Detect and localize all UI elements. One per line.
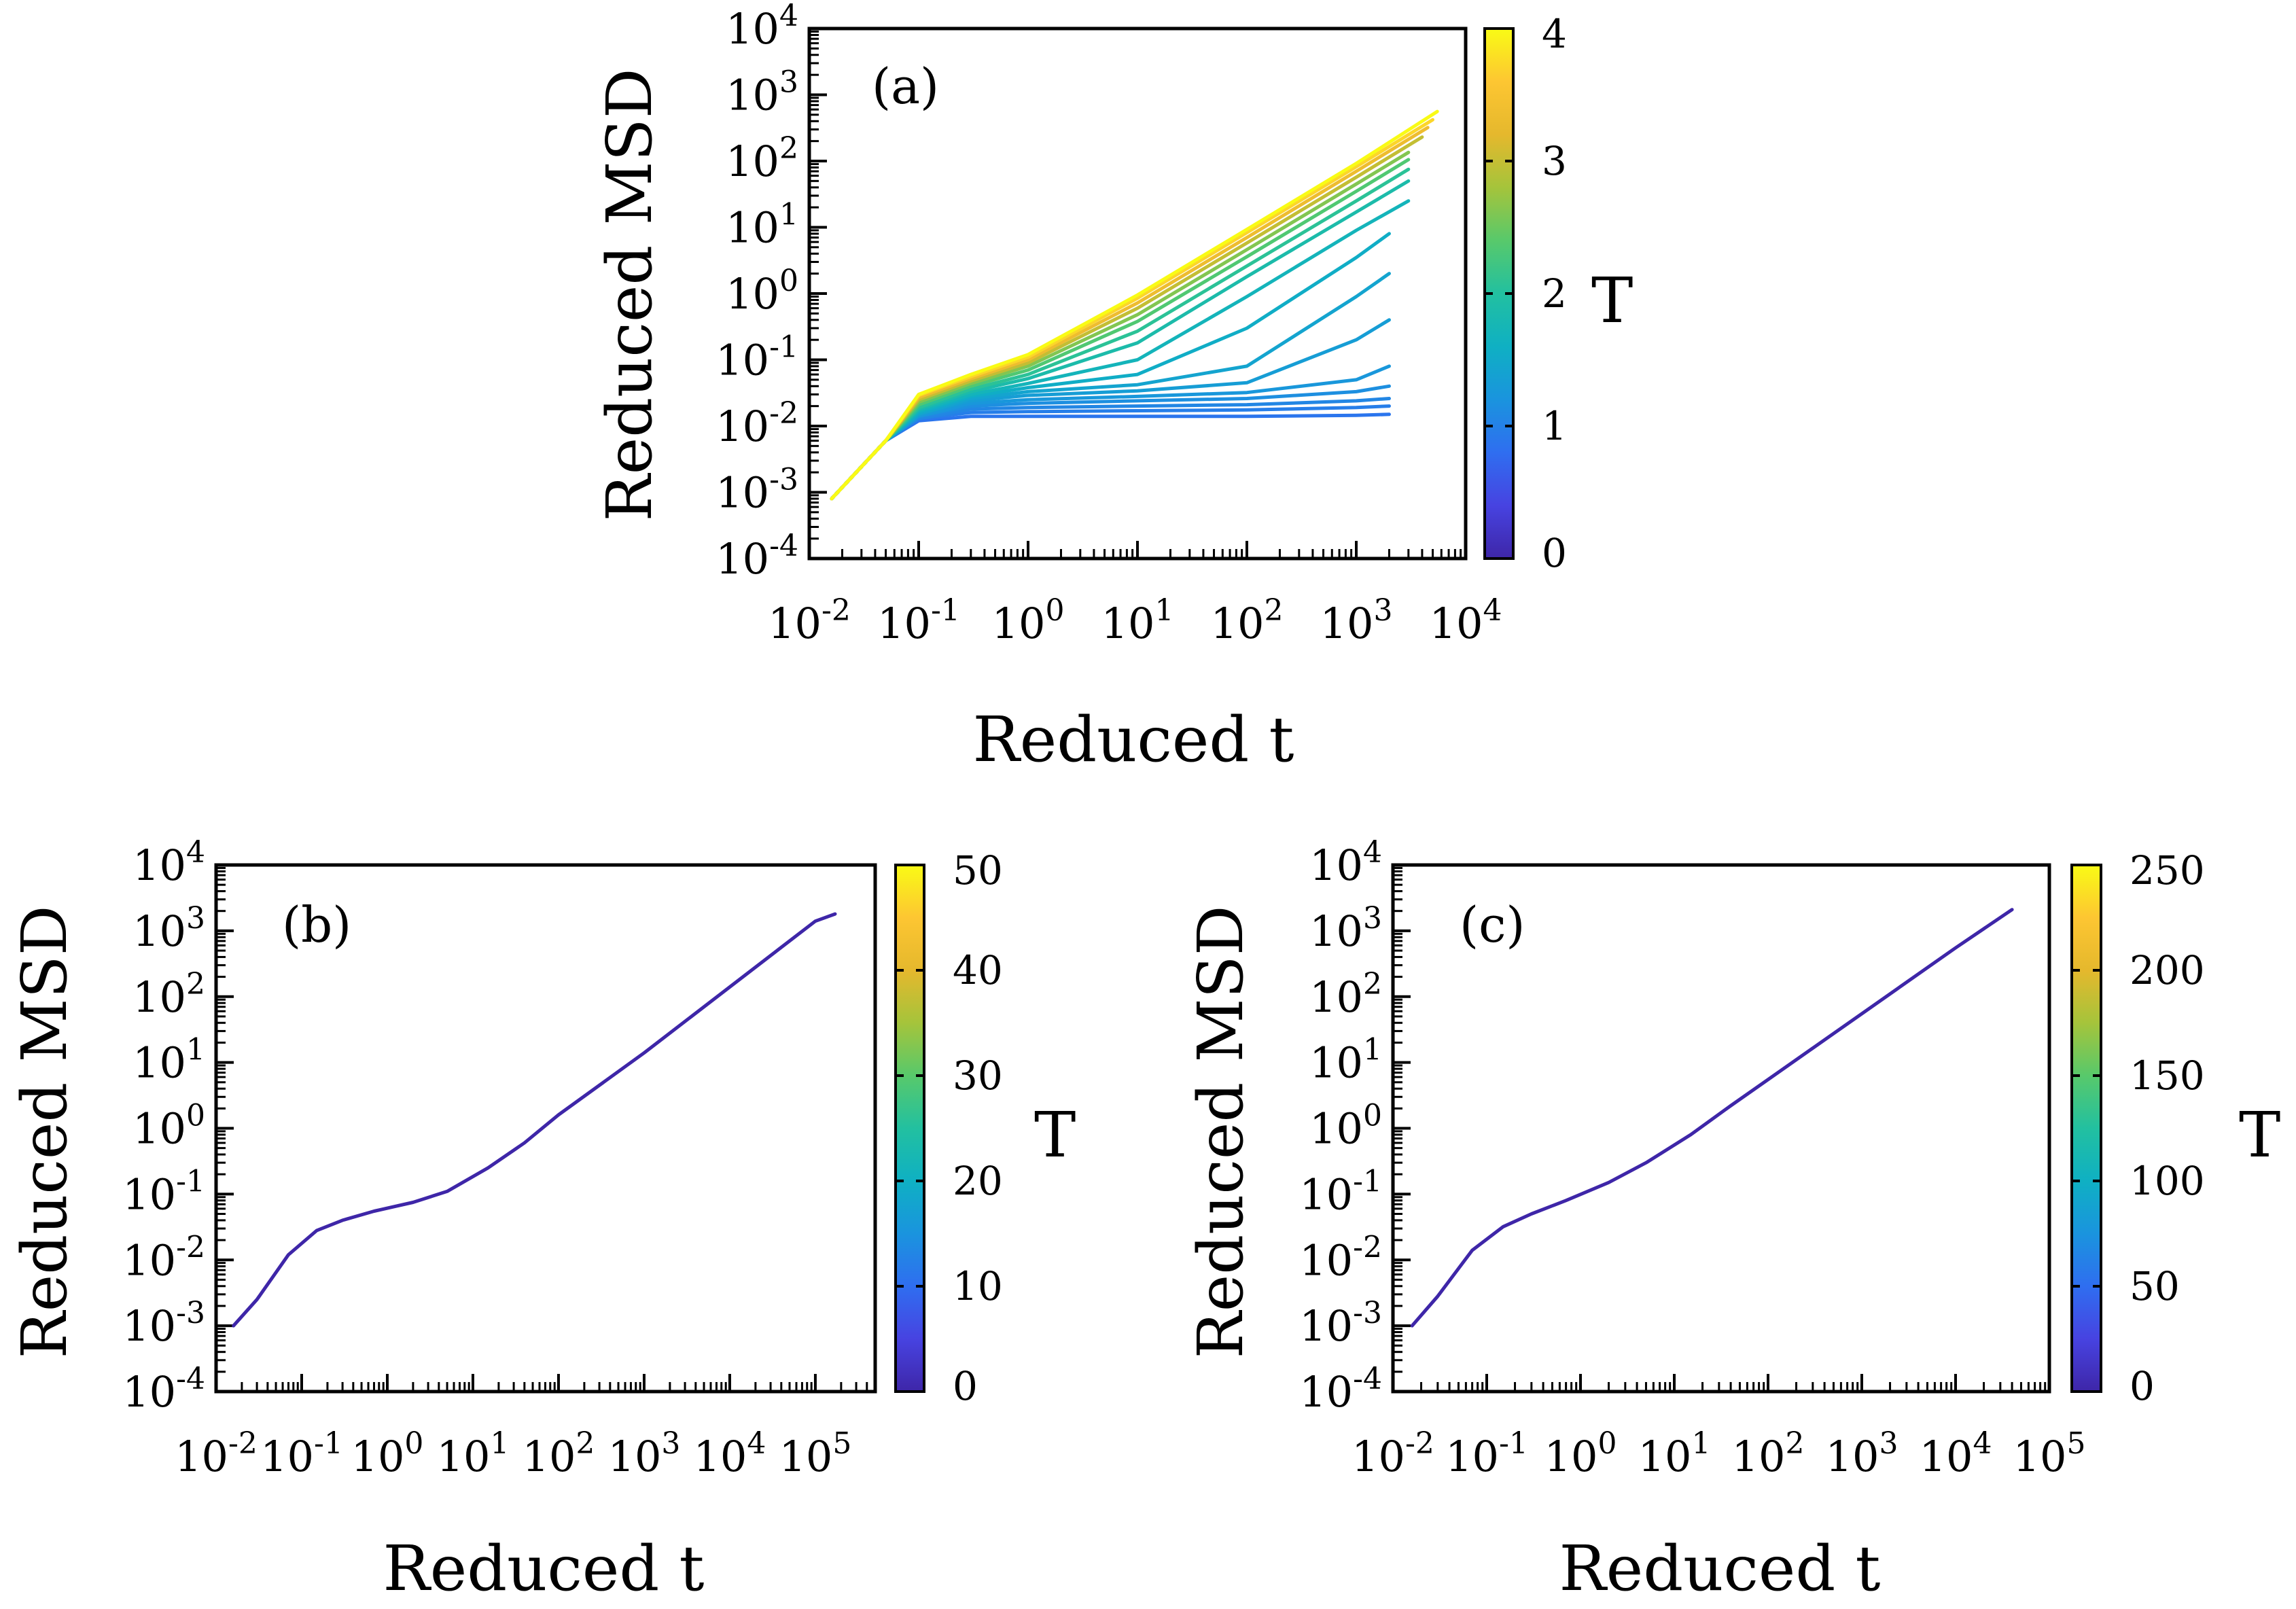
y-tick-label: 104 [133, 835, 205, 890]
panel-a-xlabel: Reduced t [973, 703, 1294, 776]
plot-frame [807, 26, 1468, 561]
colorbar-tick-label: 0 [2130, 1363, 2155, 1409]
y-tick-label: 10-1 [716, 330, 798, 385]
colorbar-tick-label: 0 [953, 1363, 978, 1409]
x-tick-label: 102 [523, 1426, 595, 1481]
colorbar-tick-label: 0 [1542, 530, 1567, 576]
x-tick-label: 102 [1732, 1426, 1805, 1481]
panel-a-ylabel: Reduced MSD [593, 69, 666, 522]
colorbar [894, 864, 925, 1393]
x-tick-label: 104 [1920, 1426, 1992, 1481]
colorbar-tick-label: 150 [2130, 1053, 2205, 1099]
colorbar-tick-label: 2 [1542, 270, 1567, 317]
panel-b: (b) Reduced t Reduced MSD T 10-2 10-1 100 1… [8, 835, 1076, 1605]
series-line [830, 109, 1439, 501]
x-tick-label: 102 [1211, 593, 1284, 648]
x-tick-label: 101 [1101, 593, 1174, 648]
colorbar-tick-label: 10 [953, 1263, 1003, 1309]
y-tick-label: 102 [133, 967, 205, 1022]
x-tick-label: 100 [1544, 1426, 1617, 1481]
x-tick-label: 103 [1320, 593, 1393, 648]
panel-a: (a) Reduced t Reduced MSD T 10-2 10-1 100 1… [593, 0, 1633, 776]
series-line [830, 158, 1411, 501]
panel-c-xlabel: Reduced t [1559, 1532, 1881, 1605]
panel-a-label: (a) [872, 58, 939, 115]
panel-a-colorbar-title: T [1591, 264, 1633, 337]
colorbar-tick-label: 20 [953, 1158, 1003, 1204]
y-tick-label: 100 [133, 1099, 205, 1154]
colorbar-tick-label: 1 [1542, 403, 1567, 449]
y-tick-label: 10-3 [1299, 1296, 1382, 1351]
y-tick-label: 103 [133, 901, 205, 956]
y-tick-label: 104 [1309, 835, 1382, 890]
y-tick-label: 101 [726, 198, 798, 253]
y-tick-label: 10-4 [716, 529, 798, 584]
colorbar-tick-label: 3 [1542, 138, 1567, 184]
colorbar-tick-label: 200 [2130, 947, 2205, 993]
y-tick-label: 10-3 [122, 1296, 205, 1351]
y-tick-label: 100 [1309, 1099, 1382, 1154]
x-tick-label: 100 [351, 1426, 424, 1481]
y-tick-label: 100 [726, 264, 798, 319]
x-tick-label: 10-1 [877, 593, 960, 648]
x-tick-label: 105 [779, 1426, 851, 1481]
y-tick-label: 101 [133, 1033, 205, 1088]
y-tick-label: 102 [1309, 967, 1382, 1022]
x-tick-label: 101 [1638, 1426, 1711, 1481]
panel-b-ylabel: Reduced MSD [8, 906, 81, 1359]
y-tick-label: 104 [726, 0, 798, 54]
colorbar-tick-label: 30 [953, 1053, 1003, 1099]
x-tick-label: 10-2 [175, 1426, 258, 1481]
panel-c-label: (c) [1460, 896, 1525, 953]
colorbar-tick-label: 250 [2130, 847, 2205, 894]
x-tick-label: 104 [1430, 593, 1502, 648]
y-tick-label: 10-4 [1299, 1362, 1382, 1417]
y-tick-label: 101 [1309, 1033, 1382, 1088]
y-tick-label: 103 [1309, 901, 1382, 956]
x-tick-label: 103 [608, 1426, 681, 1481]
panel-b-colorbar-title: T [1034, 1099, 1076, 1171]
panel-c: (c) Reduced t Reduced MSD T 10-2 10-1 100 1… [1184, 835, 2280, 1605]
y-tick-label: 10-1 [1299, 1164, 1382, 1219]
plot-frame [214, 863, 877, 1394]
plot-frame [1391, 863, 2051, 1394]
y-tick-label: 10-2 [716, 396, 798, 451]
y-tick-label: 102 [726, 131, 798, 186]
panel-b-label: (b) [282, 896, 351, 953]
x-tick-label: 105 [2013, 1426, 2086, 1481]
colorbar-tick-label: 4 [1542, 11, 1567, 57]
colorbar-tick-label: 100 [2130, 1158, 2205, 1204]
series-line [1410, 908, 2014, 1328]
series-line [830, 412, 1391, 501]
y-tick-label: 103 [726, 65, 798, 120]
x-tick-label: 101 [437, 1426, 510, 1481]
y-tick-label: 10-4 [122, 1362, 205, 1417]
series-line [232, 912, 837, 1328]
x-tick-label: 10-2 [1352, 1426, 1434, 1481]
y-tick-label: 10-2 [122, 1230, 205, 1285]
colorbar-tick-label: 40 [953, 947, 1003, 993]
x-tick-label: 10-2 [768, 593, 851, 648]
panel-c-ylabel: Reduced MSD [1184, 906, 1257, 1359]
x-tick-label: 104 [693, 1426, 766, 1481]
y-tick-label: 10-1 [122, 1164, 205, 1219]
x-tick-label: 103 [1826, 1426, 1898, 1481]
colorbar-tick-label: 50 [2130, 1263, 2180, 1309]
panel-c-colorbar-title: T [2239, 1099, 2280, 1171]
colorbar-tick-label: 50 [953, 847, 1003, 894]
series-line [830, 167, 1411, 501]
series-line [830, 150, 1411, 501]
y-tick-label: 10-3 [716, 463, 798, 518]
panel-b-xlabel: Reduced t [383, 1532, 705, 1605]
y-tick-label: 10-2 [1299, 1230, 1382, 1285]
colorbar [2070, 864, 2102, 1393]
x-tick-label: 100 [992, 593, 1065, 648]
x-tick-label: 10-1 [260, 1426, 343, 1481]
x-tick-label: 10-1 [1445, 1426, 1528, 1481]
